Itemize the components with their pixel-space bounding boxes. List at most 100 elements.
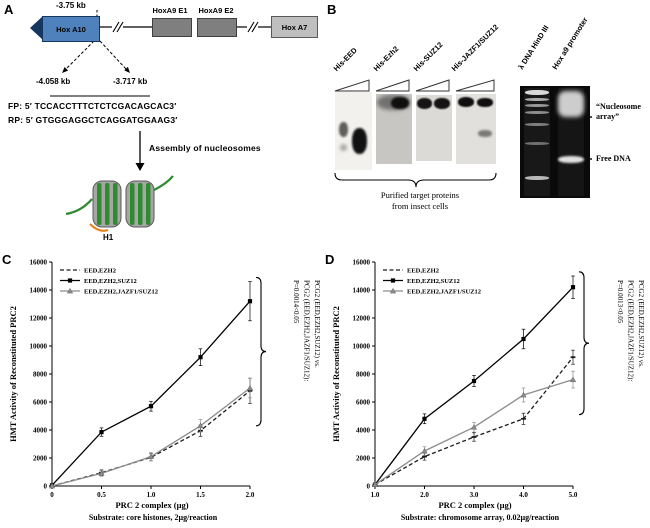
protein-band (434, 98, 450, 109)
concentration-gradient-triangles (334, 79, 495, 92)
nucleosome-array-annotation: “Nucleosome array” (596, 102, 641, 121)
data-point-marker (422, 416, 427, 421)
protein-band (477, 98, 493, 107)
legend-label: EED,EZH2,JAZF1/SUZ12 (84, 288, 158, 295)
axes (372, 261, 574, 489)
y-tick-label: 12000 (353, 314, 371, 322)
series-eed-ezh2 (49, 377, 253, 488)
gel-band (525, 123, 549, 126)
panel-c-label: C (2, 252, 12, 267)
hoxa10-arrowhead-icon (30, 16, 43, 40)
y-tick-label: 4000 (33, 426, 48, 434)
blots-caption: Purified target proteins from insect cel… (380, 190, 460, 211)
y-tick-label: 2000 (33, 454, 48, 462)
y-tick-label: 8000 (33, 370, 48, 378)
y-tick-label: 16000 (353, 258, 371, 266)
gel-band (525, 98, 549, 101)
nucleosome-array-band (558, 91, 584, 117)
hmt-activity-chart-c: 0 2000 4000 6000 8000 10000 12000 14000 16000 0 0.… (30, 258, 267, 499)
x-tick-label: 5.0 (569, 491, 578, 499)
free-dna-band (558, 156, 584, 163)
protein-band (340, 144, 347, 151)
chart-c-x-axis-label: PRC 2 complex (µg) (115, 500, 189, 510)
legend-label: EED,EZH2 (84, 267, 116, 274)
western-blot-his-ezh2 (376, 94, 412, 164)
gel-band (525, 176, 549, 180)
chart-c-substrate-note: Substrate: core histones, 2µg/reaction (88, 513, 218, 522)
chart-d-x-axis-label: PRC 2 complex (µg) (438, 500, 512, 510)
chart-legend: EED,EZH2 EED,EZH2,SUZ12 EED,EZH2,JAZF1/SUZ… (60, 267, 158, 295)
data-point-marker (521, 336, 526, 342)
legend-label: EED,EZH2 (407, 267, 439, 274)
x-tick-label: 2.0 (246, 491, 255, 499)
y-tick-label: 10000 (353, 342, 371, 350)
chart-c-pvalue-annotation: PCG2 (EED,EZH2,SUZ12) vs. PCG2 (EED,EZH2… (292, 280, 321, 382)
protein-band (339, 122, 348, 137)
data-point-marker (570, 356, 576, 359)
data-point-marker (521, 417, 526, 420)
diverging-dashed-arrows (65, 40, 127, 70)
data-point-marker (198, 355, 203, 360)
data-point-marker (371, 481, 379, 487)
data-point-marker (471, 436, 477, 438)
h1-label: H1 (103, 233, 114, 242)
gene-box-hoxa10: Hox A10 (42, 16, 100, 42)
chart-d-substrate-note: Substrate: chromosome array, 0.02µg/reac… (400, 513, 560, 522)
x-tick-label: 0 (50, 491, 54, 499)
data-point-marker (67, 278, 73, 283)
y-tick-label: 10000 (30, 342, 48, 350)
y-tick-label: 16000 (30, 258, 48, 266)
protein-band (458, 97, 474, 107)
y-tick-label: 12000 (30, 314, 48, 322)
data-point-marker (470, 424, 478, 430)
y-tick-label: 14000 (353, 286, 371, 294)
arrowhead-left-icon (62, 67, 69, 73)
series-eed-ezh2 (372, 349, 576, 487)
panel-a-label: A (4, 2, 14, 17)
protein-band (478, 130, 492, 137)
gene-box-hoxa7: Hox A7 (271, 16, 318, 38)
gene-label-hoxa9-e2: HoxA9 E2 (198, 6, 234, 15)
data-point-marker (421, 447, 428, 454)
gene-box-hoxa9-e1 (152, 18, 192, 37)
x-tick-label: 1.0 (147, 491, 156, 499)
data-point-marker (99, 430, 104, 435)
x-tick-label: 3.0 (470, 491, 479, 499)
protein-band (417, 98, 432, 109)
protein-band (391, 97, 409, 109)
gel-image (520, 86, 590, 198)
series-eed-ezh2-suz12 (372, 275, 576, 487)
y-tick-label: 8000 (356, 370, 371, 378)
free-dna-annotation: Free DNA (596, 154, 631, 163)
legend-label: EED,EZH2,JAZF1/SUZ12 (407, 288, 481, 295)
panel-a-diagram-graphics (50, 10, 271, 232)
sequence-break-marks (112, 21, 259, 33)
panel-d-label: D (325, 252, 335, 267)
western-blot-his-jazf1-suz12 (456, 94, 496, 164)
significance-brace (578, 271, 590, 416)
y-tick-label: 6000 (33, 398, 48, 406)
gel-band (525, 104, 549, 107)
data-point-marker (570, 285, 576, 290)
reverse-primer-sequence: RP: 5′ GTGGGAGGCTCAGGATGGAAG3′ (8, 115, 178, 125)
down-arrow-icon (135, 131, 145, 171)
data-point-marker (147, 453, 155, 459)
series-eed-ezh2-jazf1-suz12 (48, 377, 254, 489)
gene-label-hoxa10: Hox A10 (56, 24, 86, 34)
y-tick-label: 0 (367, 482, 371, 490)
kb-position-left: -4.058 kb (36, 77, 71, 86)
x-tick-label: 1.0 (371, 491, 380, 499)
data-point-marker (422, 455, 427, 458)
chart-legend: EED,EZH2 EED,EZH2,SUZ12 EED,EZH2,JAZF1/SUZ… (383, 267, 481, 295)
gel-band (525, 90, 549, 95)
y-tick-label: 2000 (356, 454, 371, 462)
data-point-marker (98, 470, 105, 476)
dna-linker-in (65, 198, 93, 216)
y-tick-label: 4000 (356, 426, 371, 434)
significance-brace (255, 276, 267, 427)
h1-linker (89, 223, 109, 232)
kb-position-top: -3.75 kb (56, 1, 86, 10)
y-tick-label: 6000 (356, 398, 371, 406)
data-point-marker (569, 376, 577, 382)
dna-wraps (97, 183, 151, 225)
